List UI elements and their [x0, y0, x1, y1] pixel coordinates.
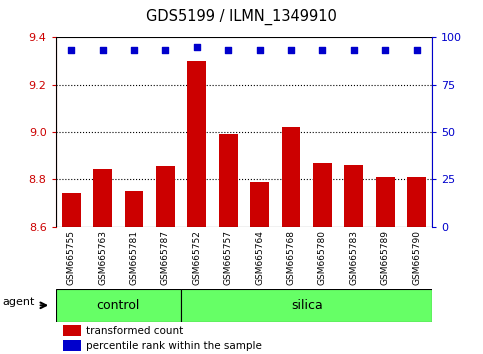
Text: GSM665790: GSM665790 — [412, 230, 421, 285]
Text: GSM665755: GSM665755 — [67, 230, 76, 285]
Bar — [63, 325, 81, 336]
Text: agent: agent — [3, 297, 35, 307]
Text: percentile rank within the sample: percentile rank within the sample — [85, 341, 262, 351]
Text: control: control — [97, 299, 140, 312]
Point — [382, 47, 389, 53]
Text: GSM665780: GSM665780 — [318, 230, 327, 285]
Bar — [93, 169, 112, 227]
Point — [99, 47, 107, 53]
Text: GSM665757: GSM665757 — [224, 230, 233, 285]
Text: GDS5199 / ILMN_1349910: GDS5199 / ILMN_1349910 — [146, 9, 337, 25]
Bar — [250, 182, 269, 227]
Text: GSM665764: GSM665764 — [255, 230, 264, 285]
Text: GSM665781: GSM665781 — [129, 230, 139, 285]
Bar — [282, 127, 300, 227]
Bar — [407, 177, 426, 227]
Bar — [376, 177, 395, 227]
Bar — [187, 61, 206, 227]
Bar — [313, 162, 332, 227]
Text: GSM665787: GSM665787 — [161, 230, 170, 285]
Point — [412, 47, 420, 53]
Text: silica: silica — [291, 299, 323, 312]
Text: GSM665768: GSM665768 — [286, 230, 296, 285]
Point — [193, 44, 201, 50]
Bar — [62, 193, 81, 227]
Point — [161, 47, 170, 53]
Point — [319, 47, 327, 53]
Text: GSM665752: GSM665752 — [192, 230, 201, 285]
Text: GSM665783: GSM665783 — [349, 230, 358, 285]
Bar — [181, 289, 432, 322]
Point — [130, 47, 138, 53]
Bar — [63, 340, 81, 352]
Text: transformed count: transformed count — [85, 326, 183, 336]
Bar — [219, 134, 238, 227]
Bar — [156, 166, 175, 227]
Point — [350, 47, 357, 53]
Bar — [125, 191, 143, 227]
Point — [287, 47, 295, 53]
Point — [68, 47, 75, 53]
Point — [224, 47, 232, 53]
Text: GSM665763: GSM665763 — [98, 230, 107, 285]
Bar — [56, 289, 181, 322]
Bar — [344, 165, 363, 227]
Point — [256, 47, 264, 53]
Text: GSM665789: GSM665789 — [381, 230, 390, 285]
